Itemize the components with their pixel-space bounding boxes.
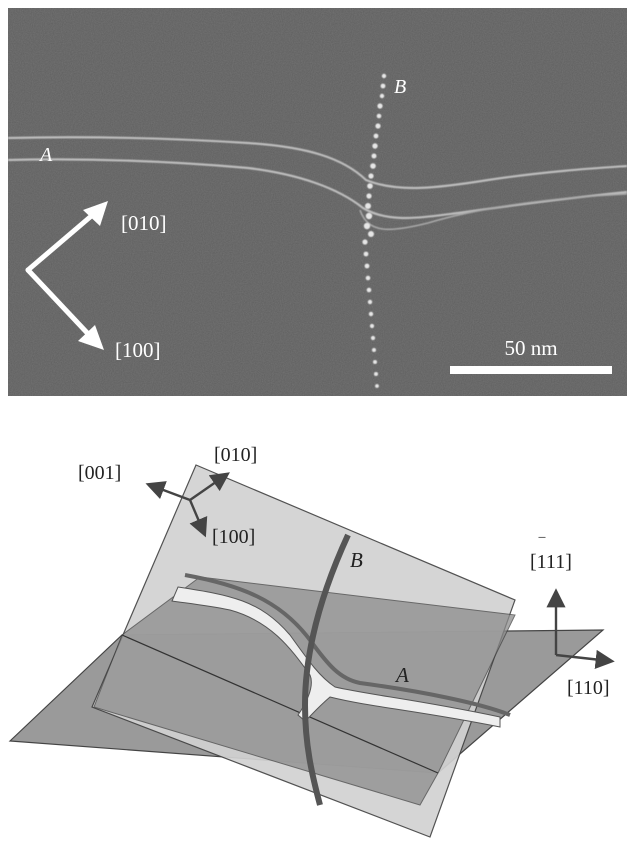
scale-bar	[450, 366, 612, 374]
dislocation-a-edge	[184, 573, 511, 717]
axis-110-label: [110]	[567, 677, 610, 699]
dislocation-b-curve	[301, 533, 351, 806]
axis-001-label: [001]	[78, 462, 121, 484]
schematic-panel: B A [001] [010] [100] [111] ‾ [110]	[0, 425, 633, 846]
axis-010-label: [010]	[214, 444, 257, 466]
dislocation-a-band	[171, 586, 501, 728]
dislocation-a-label: A	[38, 144, 53, 166]
axis-100-label: [100]	[212, 526, 255, 548]
dislocation-b-line	[362, 73, 387, 388]
micrograph-panel: A B [010] [100] 50 nm	[7, 8, 628, 396]
arrow-down-right-icon	[78, 325, 104, 350]
arrow-up-right-icon	[83, 201, 108, 226]
dislocation-a-lines	[7, 136, 628, 231]
axis-111-overbar: ‾	[538, 535, 546, 555]
micrograph-image: A B [010] [100] 50 nm	[7, 8, 628, 396]
schematic-b-label: B	[350, 548, 363, 572]
cubic-axes-triad	[145, 472, 230, 538]
direction-010-label: [010]	[121, 211, 167, 235]
schematic-diagram: B A [001] [010] [100] [111] ‾ [110]	[8, 444, 615, 838]
direction-100-label: [100]	[115, 338, 161, 362]
dislocation-b-label: B	[394, 76, 406, 98]
scale-bar-label: 50 nm	[504, 336, 557, 360]
crystal-direction-arrows	[25, 209, 99, 341]
schematic-a-label: A	[394, 663, 409, 687]
plane-normal-triad	[546, 588, 615, 669]
plane-intersection-line	[121, 634, 439, 774]
axis-111-label: [111]	[530, 551, 572, 573]
